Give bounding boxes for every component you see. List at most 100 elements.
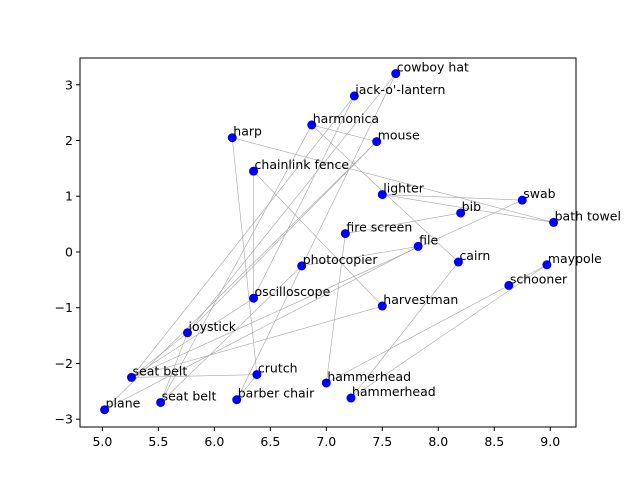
data-point: [456, 208, 466, 218]
data-point: [453, 257, 463, 267]
plot-frame: [79, 57, 577, 428]
data-point: [413, 241, 423, 251]
x-tick-label: 6.5: [260, 434, 280, 449]
y-tick-label: 2: [65, 133, 73, 148]
data-point: [517, 195, 527, 205]
point-label: plane: [106, 396, 141, 411]
data-point: [249, 166, 259, 176]
data-point: [100, 405, 110, 415]
point-label: schooner: [510, 271, 568, 286]
point-label: oscilloscope: [255, 284, 331, 299]
data-point: [249, 293, 259, 303]
y-tick-label: 0: [65, 244, 73, 259]
data-point: [542, 260, 552, 270]
x-tick-label: 6.0: [204, 434, 224, 449]
edge-line: [232, 137, 554, 223]
point-label: photocopier: [303, 252, 379, 267]
point-label: chainlink fence: [255, 157, 350, 172]
edge-line: [160, 124, 313, 403]
point-label: jack-o'-lantern: [354, 82, 445, 97]
edge-line: [104, 141, 377, 410]
edge-line: [253, 95, 355, 299]
edge-line: [326, 233, 346, 384]
edge-line: [508, 264, 548, 286]
y-tick-label: −1: [55, 300, 73, 315]
point-label: harvestman: [383, 292, 458, 307]
point-label: bath towel: [555, 208, 621, 223]
edge-line: [187, 141, 377, 334]
x-tick-label: 5.0: [92, 434, 112, 449]
point-label: bib: [462, 199, 481, 214]
x-axis: 5.0 5.5 6.0 6.5 7.0 7.5 8.0 8.5 9.0: [92, 427, 560, 449]
point-label: harp: [233, 124, 262, 139]
point-label: joystick: [187, 319, 236, 334]
data-point: [377, 301, 387, 311]
data-point: [372, 137, 382, 147]
y-tick-label: 1: [65, 189, 73, 204]
edge-line: [236, 374, 258, 400]
data-point: [340, 229, 350, 239]
x-tick-label: 9.0: [540, 434, 560, 449]
point-label: maypole: [548, 251, 602, 266]
edge-line: [131, 297, 254, 378]
x-tick-label: 8.0: [428, 434, 448, 449]
point-label: hammerhead: [352, 384, 436, 399]
edge-line: [326, 285, 509, 384]
x-tick-label: 7.5: [372, 434, 392, 449]
edge-line: [131, 374, 257, 378]
edges-layer: [104, 73, 554, 410]
data-point: [504, 280, 514, 290]
edge-line: [131, 199, 523, 378]
point-label: fire screen: [346, 220, 412, 235]
point-label: lighter: [383, 181, 424, 196]
edge-line: [231, 137, 258, 375]
data-point: [156, 397, 166, 407]
point-label: file: [419, 232, 438, 247]
edge-line: [160, 332, 188, 403]
data-point: [377, 190, 387, 200]
y-tick-label: 3: [65, 77, 73, 92]
data-point: [252, 370, 262, 380]
points-layer: [100, 69, 559, 415]
y-tick-label: −2: [55, 356, 73, 371]
data-point: [232, 395, 242, 405]
data-point: [349, 91, 359, 101]
edge-line: [345, 212, 461, 234]
data-point: [182, 328, 192, 338]
edge-line: [253, 170, 383, 307]
data-point: [346, 393, 356, 403]
data-point: [391, 69, 401, 79]
data-point: [127, 372, 137, 382]
point-label: cowboy hat: [397, 60, 469, 75]
y-axis: −3 −2 −1 0 1 2 3: [55, 77, 80, 427]
edge-line: [382, 194, 523, 201]
data-point: [549, 217, 559, 227]
data-point: [227, 133, 237, 143]
x-tick-label: 8.5: [484, 434, 504, 449]
edge-line: [382, 194, 554, 223]
point-label: mouse: [378, 128, 420, 143]
point-label: hammerhead: [327, 369, 411, 384]
data-point: [321, 378, 331, 388]
point-label: barber chair: [238, 386, 315, 401]
edge-line: [104, 246, 419, 410]
edge-line: [160, 265, 302, 403]
data-point: [307, 120, 317, 130]
point-label: seat belt: [133, 363, 188, 378]
edge-line: [350, 264, 548, 399]
point-label: crutch: [258, 361, 298, 376]
x-tick-label: 5.5: [148, 434, 168, 449]
point-label: cairn: [459, 248, 490, 263]
labels-layer: cowboy hat jack-o'-lantern harmonica harp mo…: [106, 60, 621, 411]
y-tick-label: −3: [55, 412, 73, 427]
edge-line: [131, 95, 355, 378]
point-label: harmonica: [313, 111, 379, 126]
edge-line: [131, 305, 383, 378]
edge-line: [131, 332, 188, 378]
edge-line: [301, 246, 419, 267]
point-label: swab: [523, 186, 555, 201]
edge-line: [350, 261, 459, 399]
x-tick-label: 7.0: [316, 434, 336, 449]
